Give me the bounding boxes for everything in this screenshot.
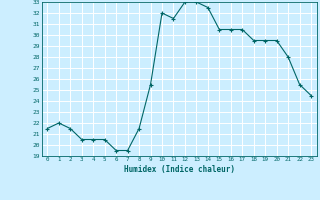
X-axis label: Humidex (Indice chaleur): Humidex (Indice chaleur) xyxy=(124,165,235,174)
